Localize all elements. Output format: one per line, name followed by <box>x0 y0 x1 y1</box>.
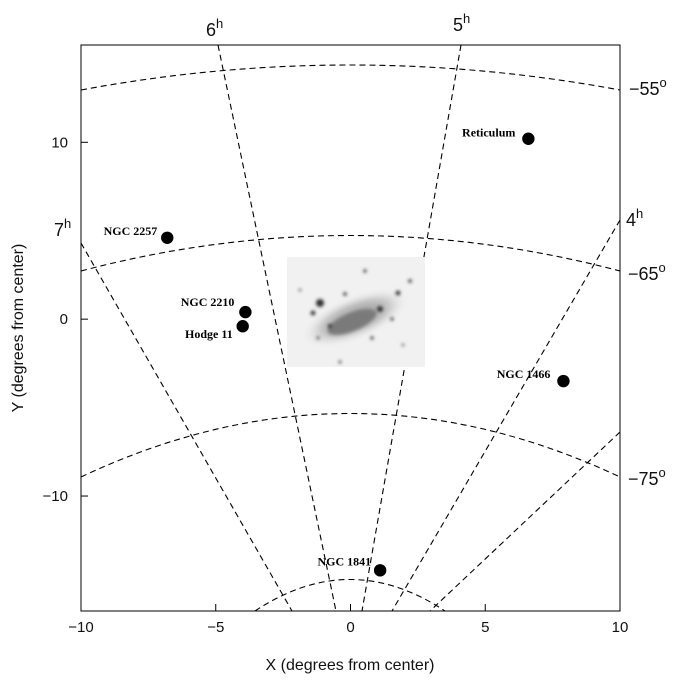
x-tick-label: −10 <box>68 619 93 636</box>
dec-label-minus65: −65o <box>628 260 666 284</box>
cluster-label: NGC 1466 <box>497 367 551 381</box>
cluster-label: NGC 2257 <box>104 224 158 238</box>
dec-line-minus85 <box>254 579 446 611</box>
cluster-label: NGC 1841 <box>317 554 371 568</box>
y-axis-title: Y (degrees from center) <box>10 244 27 413</box>
ra-line-4h-b <box>429 431 620 611</box>
cluster-label: Hodge 11 <box>185 327 233 341</box>
lmc-inset-image <box>287 257 425 367</box>
dec-label-minus75: −75o <box>628 465 666 489</box>
y-tick-label: 10 <box>51 134 68 151</box>
y-axis: −10 0 10 <box>43 134 88 505</box>
dec-line-minus55 <box>81 64 620 91</box>
x-tick-label: 0 <box>346 619 354 636</box>
cluster-point <box>557 374 570 388</box>
x-axis: −10 −5 0 5 10 <box>68 604 628 636</box>
ra-label-5h: 5h <box>453 11 470 35</box>
x-axis-title: X (degrees from center) <box>266 657 435 674</box>
cluster-point <box>161 231 174 244</box>
ra-label-6h: 6h <box>206 16 223 40</box>
cluster-point <box>239 305 252 319</box>
x-tick-label: −5 <box>207 619 224 636</box>
dec-labels: −55o −65o −75o <box>628 75 667 489</box>
cluster-point <box>236 320 249 333</box>
ra-line-7h <box>81 242 293 611</box>
y-tick-label: 0 <box>60 311 68 328</box>
y-tick-label: −10 <box>43 488 68 505</box>
ra-label-7h: 7h <box>54 216 71 240</box>
coordinate-grid <box>81 45 620 611</box>
cluster-label: Reticulum <box>462 126 515 140</box>
dec-line-minus65 <box>81 234 620 272</box>
ra-labels: 7h 6h 5h 4h <box>54 11 643 240</box>
cluster-label: NGC 2210 <box>181 295 235 309</box>
ra-line-6h <box>217 45 337 611</box>
cluster-points: Reticulum NGC 2257 NGC 2210 Hodge 11 NGC 146… <box>104 126 570 577</box>
ra-label-4h: 4h <box>626 206 643 230</box>
x-tick-label: 10 <box>612 619 629 636</box>
cluster-point <box>373 564 387 577</box>
dec-line-minus75 <box>81 413 620 478</box>
dec-label-minus55: −55o <box>629 75 667 99</box>
x-tick-label: 5 <box>481 619 489 636</box>
cluster-point <box>522 132 535 145</box>
ra-line-5h <box>361 45 462 611</box>
ra-line-4h-a <box>391 219 620 611</box>
